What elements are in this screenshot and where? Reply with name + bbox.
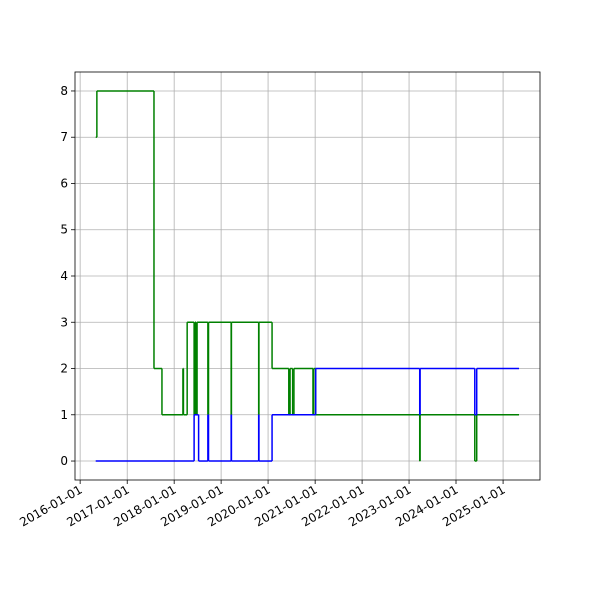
y-tick-label: 3: [60, 315, 68, 329]
y-tick-label: 5: [60, 223, 68, 237]
y-tick-label: 0: [60, 454, 68, 468]
plot-frame: [74, 71, 541, 481]
y-tick-label: 2: [60, 362, 68, 376]
y-tick-label: 6: [60, 176, 68, 190]
y-tick-label: 1: [60, 408, 68, 422]
y-tick-label: 8: [60, 84, 68, 98]
y-tick-label: 4: [60, 269, 68, 283]
y-tick-label: 7: [60, 130, 68, 144]
